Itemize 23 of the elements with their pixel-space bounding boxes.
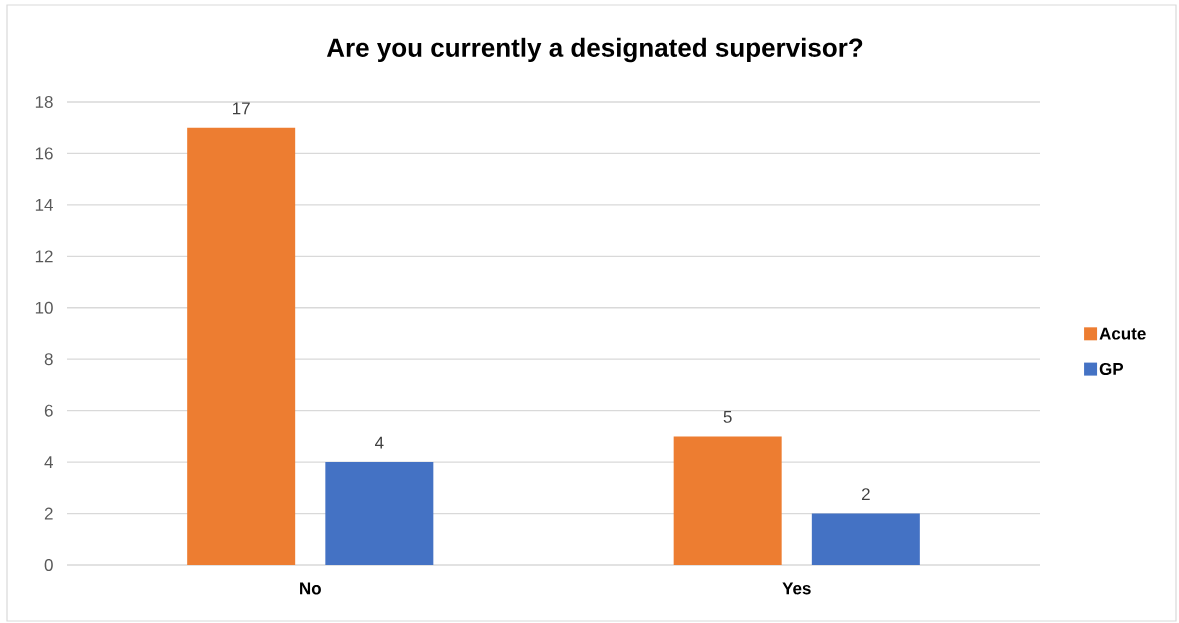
y-tick-label: 8 [44, 353, 53, 366]
x-tick-label: No [300, 582, 321, 595]
y-tick-label: 12 [35, 250, 53, 263]
y-tick-label: 2 [44, 507, 53, 520]
data-label: 4 [375, 436, 384, 449]
x-tick-label: Yes [782, 582, 811, 595]
legend-label: GP [1099, 362, 1124, 375]
y-tick-label: 10 [35, 301, 53, 314]
y-tick-label: 4 [44, 456, 53, 468]
bar [811, 513, 920, 565]
data-label: 17 [233, 102, 250, 115]
y-tick-label: 14 [35, 199, 53, 211]
bar [187, 127, 296, 565]
chart-title: Are you currently a designated supervisor? [326, 37, 863, 63]
y-tick-label: 0 [44, 558, 53, 572]
bar [673, 436, 782, 565]
legend-label: Acute [1099, 327, 1146, 340]
y-tick-label: 6 [44, 404, 53, 417]
data-label: 2 [861, 488, 870, 501]
bar [325, 462, 434, 565]
y-tick-label: 16 [35, 147, 53, 160]
data-label: 5 [723, 410, 732, 423]
y-tick-label: 18 [35, 95, 53, 109]
